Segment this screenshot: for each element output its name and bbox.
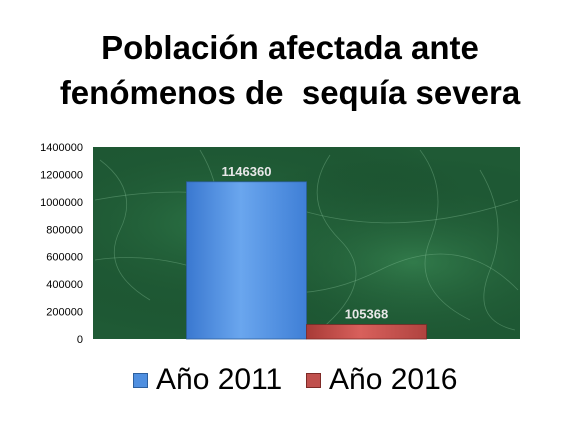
bar-2016 [306, 324, 427, 340]
data-labels: 1146360 105368 [222, 164, 389, 322]
y-axis: 0 200000 400000 600000 800000 1000000 1200000 1… [40, 142, 83, 346]
legend-item-2011: Año 2011 [133, 362, 282, 398]
y-tick-label: 600000 [46, 252, 83, 264]
legend: Año 2011 Año 2016 [0, 362, 580, 398]
y-tick-label: 400000 [46, 279, 83, 291]
chart-title-line-1: Población afectada ante [101, 29, 479, 66]
legend-item-2016: Año 2016 [306, 362, 457, 398]
y-tick-label: 0 [77, 334, 83, 346]
bar-2011 [186, 181, 307, 340]
y-tick-label: 200000 [46, 307, 83, 319]
legend-label-2016: Año 2016 [329, 363, 458, 396]
y-tick-label: 1000000 [40, 197, 83, 209]
legend-swatch-2016 [306, 372, 321, 388]
legend-label-2011: Año 2011 [156, 363, 283, 396]
chart-title-line-2: fenómenos de sequía severa [59, 74, 521, 111]
data-label-2011: 1146360 [222, 164, 272, 179]
legend-swatch-2011 [133, 372, 148, 388]
y-tick-label: 1400000 [40, 142, 83, 154]
data-label-2016: 105368 [345, 307, 388, 322]
bars [186, 181, 427, 340]
y-tick-label: 1200000 [40, 169, 83, 181]
y-tick-label: 800000 [46, 224, 83, 236]
